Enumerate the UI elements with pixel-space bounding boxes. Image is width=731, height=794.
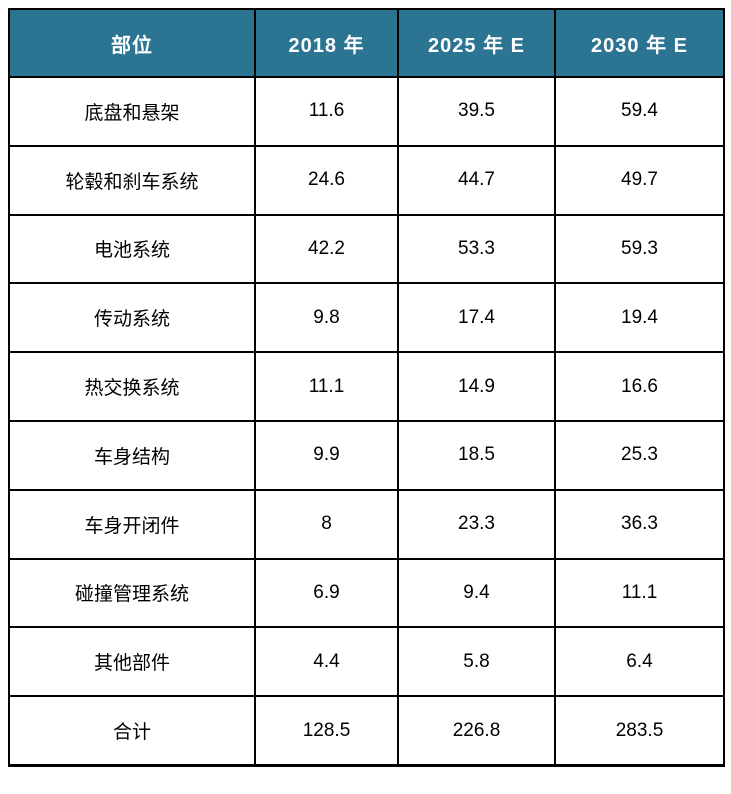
value-cell: 42.2 [254, 213, 399, 285]
row-label-cell: 底盘和悬架 [8, 76, 256, 147]
table-row: 轮毂和刹车系统 24.6 44.7 49.7 [8, 144, 725, 216]
value-cell: 23.3 [397, 488, 556, 560]
row-label-cell: 车身开闭件 [8, 488, 256, 560]
table-row: 传动系统 9.8 17.4 19.4 [8, 282, 725, 354]
value-cell: 6.4 [554, 626, 725, 698]
value-cell: 283.5 [554, 695, 725, 767]
row-label-cell: 车身结构 [8, 419, 256, 491]
value-cell: 49.7 [554, 144, 725, 216]
table-row: 碰撞管理系统 6.9 9.4 11.1 [8, 557, 725, 629]
header-cell-2018: 2018 年 [254, 8, 399, 78]
value-cell: 16.6 [554, 351, 725, 422]
value-cell: 9.9 [254, 419, 399, 491]
value-cell: 59.4 [554, 76, 725, 147]
value-cell: 59.3 [554, 213, 725, 285]
table-row: 电池系统 42.2 53.3 59.3 [8, 213, 725, 285]
header-row: 部位 2018 年 2025 年 E 2030 年 E [8, 8, 725, 78]
value-cell: 36.3 [554, 488, 725, 560]
table-row: 其他部件 4.4 5.8 6.4 [8, 626, 725, 698]
row-label-cell: 热交换系统 [8, 351, 256, 422]
value-cell: 5.8 [397, 626, 556, 698]
row-label-cell: 碰撞管理系统 [8, 557, 256, 629]
value-cell: 11.6 [254, 76, 399, 147]
table-row: 底盘和悬架 11.6 39.5 59.4 [8, 76, 725, 147]
value-cell: 25.3 [554, 419, 725, 491]
header-cell-2030e: 2030 年 E [554, 8, 725, 78]
value-cell: 19.4 [554, 282, 725, 354]
header-cell-part: 部位 [8, 8, 256, 78]
table-row: 车身开闭件 8 23.3 36.3 [8, 488, 725, 560]
table-body: 底盘和悬架 11.6 39.5 59.4 轮毂和刹车系统 24.6 44.7 49.7 电池系统… [8, 76, 725, 767]
value-cell: 11.1 [554, 557, 725, 629]
component-market-table: 部位 2018 年 2025 年 E 2030 年 E 底盘和悬架 11.6 39.… [8, 8, 725, 767]
value-cell: 11.1 [254, 351, 399, 422]
table-row: 热交换系统 11.1 14.9 16.6 [8, 351, 725, 422]
value-cell: 44.7 [397, 144, 556, 216]
row-label-cell: 其他部件 [8, 626, 256, 698]
value-cell: 8 [254, 488, 399, 560]
value-cell: 39.5 [397, 76, 556, 147]
row-label-cell: 电池系统 [8, 213, 256, 285]
value-cell: 128.5 [254, 695, 399, 767]
total-row: 合计 128.5 226.8 283.5 [8, 695, 725, 767]
value-cell: 24.6 [254, 144, 399, 216]
value-cell: 6.9 [254, 557, 399, 629]
row-label-cell: 轮毂和刹车系统 [8, 144, 256, 216]
value-cell: 18.5 [397, 419, 556, 491]
header-cell-2025e: 2025 年 E [397, 8, 556, 78]
table-row: 车身结构 9.9 18.5 25.3 [8, 419, 725, 491]
value-cell: 9.8 [254, 282, 399, 354]
value-cell: 4.4 [254, 626, 399, 698]
value-cell: 14.9 [397, 351, 556, 422]
value-cell: 9.4 [397, 557, 556, 629]
row-label-cell: 传动系统 [8, 282, 256, 354]
value-cell: 17.4 [397, 282, 556, 354]
value-cell: 226.8 [397, 695, 556, 767]
value-cell: 53.3 [397, 213, 556, 285]
row-label-cell: 合计 [8, 695, 256, 767]
